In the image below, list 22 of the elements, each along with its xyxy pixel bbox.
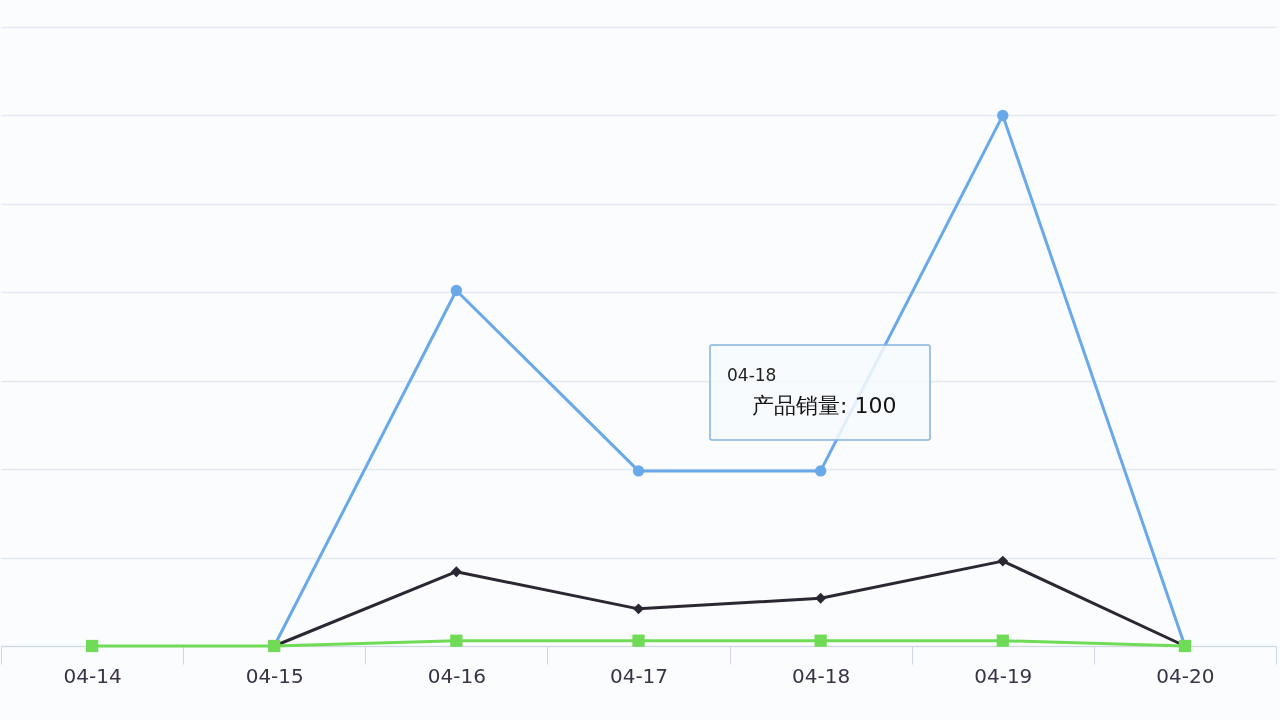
point — [814, 465, 827, 477]
point — [632, 465, 645, 477]
point — [633, 603, 644, 615]
point — [997, 555, 1009, 567]
point — [815, 592, 827, 604]
point — [997, 109, 1009, 122]
x-tick-label: 04-19 — [974, 663, 1033, 688]
point — [450, 566, 462, 578]
annotation: 04-18 — [727, 365, 777, 385]
annotation: 产品销量: 100 — [752, 393, 897, 418]
point — [85, 639, 99, 653]
x-tick-label: 04-20 — [1156, 663, 1215, 688]
point — [814, 634, 827, 647]
point — [450, 634, 463, 647]
point — [450, 284, 463, 297]
x-tick-label: 04-18 — [792, 663, 851, 688]
point — [996, 634, 1009, 647]
x-tick-label: 04-16 — [427, 663, 486, 688]
point — [632, 634, 645, 647]
x-tick-label: 04-15 — [245, 663, 304, 688]
x-tick-label: 04-17 — [609, 663, 669, 688]
x-tick-label: 04-14 — [63, 663, 122, 688]
